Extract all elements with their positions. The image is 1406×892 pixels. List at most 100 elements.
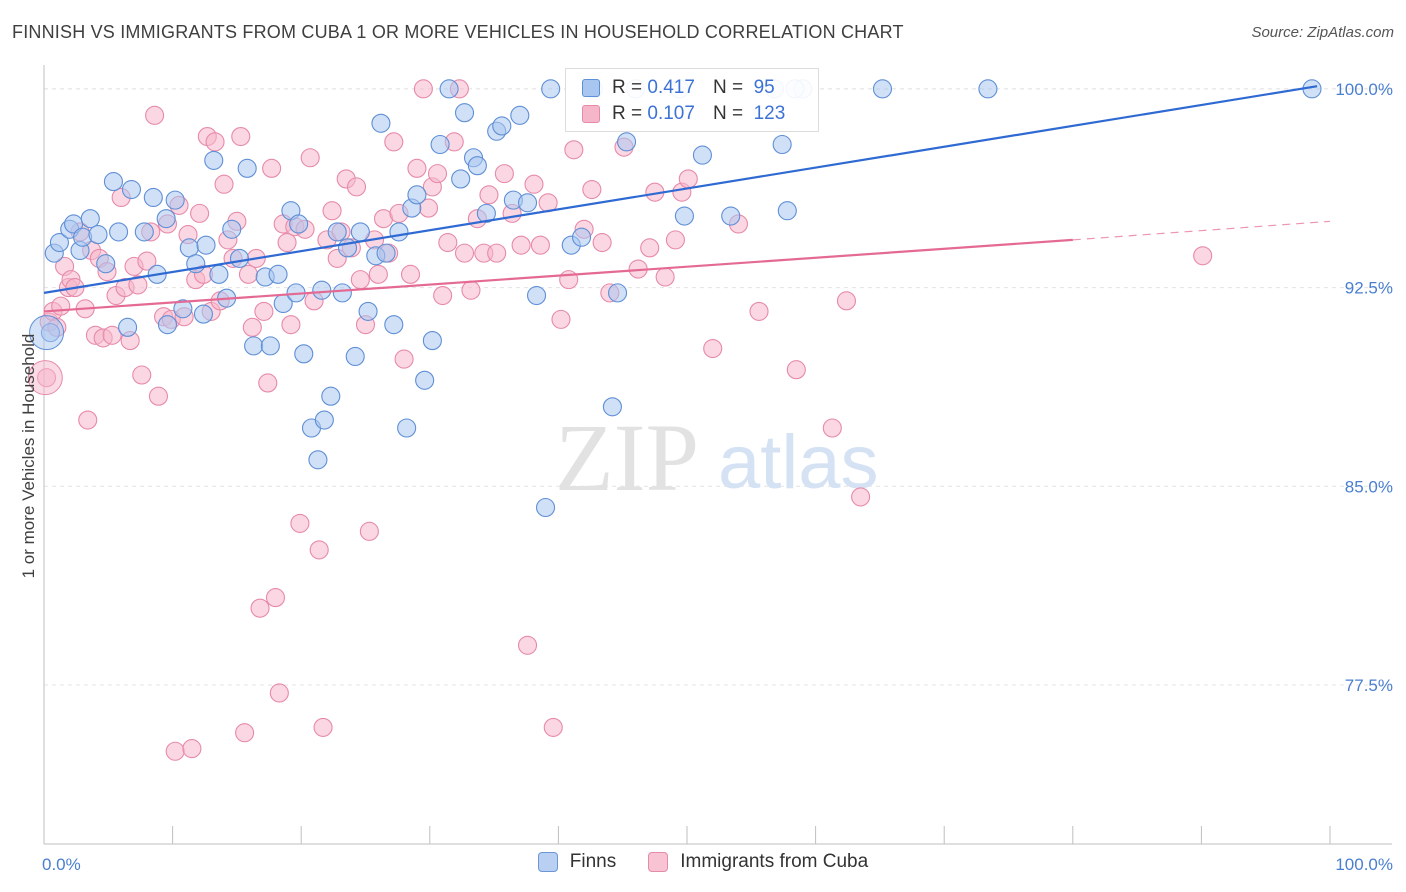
finns-point <box>397 418 417 438</box>
cuba-point <box>309 540 329 560</box>
finns-point <box>371 113 391 133</box>
cuba-point <box>461 280 481 300</box>
cuba-point <box>400 264 421 284</box>
finns-point <box>978 79 998 99</box>
finns-point <box>193 304 214 324</box>
cuba-point <box>582 179 602 200</box>
finns-point <box>526 285 547 306</box>
cuba-point <box>836 291 857 311</box>
cuba-point <box>290 513 310 533</box>
stats-row-cuba: R = 0.107 N = 123 <box>582 102 785 126</box>
finns-point <box>314 410 334 430</box>
n-label: N = <box>712 103 744 124</box>
finns-point <box>384 315 404 335</box>
cuba-point <box>438 232 458 253</box>
finns-point <box>327 222 347 242</box>
finns-point <box>332 283 352 303</box>
cuba-point <box>262 158 282 178</box>
cuba-point <box>132 365 152 385</box>
cuba-point <box>407 158 427 178</box>
finns-point <box>118 317 138 337</box>
finns-point <box>439 79 459 99</box>
cuba-point <box>368 264 388 284</box>
finns-point <box>467 156 487 176</box>
finns-point <box>415 370 435 390</box>
finns-point <box>157 315 178 335</box>
r-value: 0.107 <box>647 103 695 124</box>
finns-point <box>541 79 561 99</box>
finns-point <box>88 225 108 245</box>
legend-label-finns: Finns <box>569 851 617 872</box>
cuba-point <box>384 132 404 152</box>
cuba-point <box>148 386 169 406</box>
finns-point <box>451 169 471 189</box>
cuba-point <box>346 177 367 197</box>
legend-item-finns[interactable]: Finns <box>537 851 617 873</box>
finns-point <box>109 222 129 242</box>
gridlines <box>44 88 1392 686</box>
finns-point <box>244 336 264 356</box>
finns-point <box>260 336 280 356</box>
cuba-point <box>592 232 612 253</box>
cuba-point <box>128 275 148 295</box>
finns-point <box>617 132 637 152</box>
finns-point <box>204 150 224 170</box>
finns-point <box>289 214 309 234</box>
finns-point <box>692 145 712 165</box>
y-tick-label: 77.5% <box>1345 676 1393 695</box>
r-label: R = <box>612 103 643 124</box>
cuba-swatch <box>582 105 600 123</box>
finns-point <box>608 283 628 303</box>
legend-item-cuba[interactable]: Immigrants from Cuba <box>648 851 868 873</box>
chart-title: FINNISH VS IMMIGRANTS FROM CUBA 1 OR MOR… <box>12 22 904 42</box>
trend-lines <box>43 85 1331 313</box>
finns-point <box>294 344 314 364</box>
cuba-point <box>78 410 98 430</box>
cuba-point <box>277 232 297 253</box>
stats-legend: R = 0.417 N = 95 R = 0.107 N = 123 <box>565 68 819 132</box>
finns-point <box>358 301 378 321</box>
cuba-point <box>27 360 63 396</box>
cuba-point <box>258 373 278 393</box>
cuba-trend-extension <box>1072 220 1331 241</box>
finns-point <box>308 450 328 470</box>
finns-point <box>510 105 530 125</box>
n-value: 95 <box>753 77 775 98</box>
cuba-point <box>231 126 251 147</box>
cuba-point <box>487 243 507 263</box>
finns-point <box>535 497 556 518</box>
y-axis-label: 1 or more Vehicles in Household <box>19 334 38 579</box>
finns-point <box>103 172 123 192</box>
finns-point <box>422 331 442 351</box>
finns-point <box>49 232 69 253</box>
cuba-point <box>350 270 370 290</box>
cuba-point <box>786 360 806 380</box>
finns-point <box>134 222 154 242</box>
cuba-point <box>281 315 301 335</box>
cuba-point <box>214 174 234 194</box>
finns-trend-line <box>43 85 1318 294</box>
cuba-point <box>678 169 698 189</box>
n-value: 123 <box>753 103 786 124</box>
finns-point <box>196 235 216 255</box>
cuba-point <box>182 739 202 759</box>
cuba-point <box>427 164 448 184</box>
cuba-point <box>205 132 225 152</box>
watermark: ZIP atlas <box>555 404 879 511</box>
cuba-point <box>322 201 342 221</box>
cuba-point <box>250 598 270 618</box>
cuba-point <box>265 588 286 608</box>
cuba-point <box>359 521 379 541</box>
finns-point <box>777 201 797 221</box>
watermark-zip: ZIP <box>555 404 699 511</box>
series-legend: Finns Immigrants from Cuba <box>0 851 1406 873</box>
cuba-point <box>235 723 255 743</box>
cuba-point <box>559 270 579 290</box>
finns-point <box>143 187 163 208</box>
finns-point <box>454 103 475 123</box>
finns-point <box>96 254 116 274</box>
cuba-point <box>479 185 499 205</box>
cuba-point <box>300 148 320 168</box>
tick-labels: 77.5% 85.0% 92.5% 100.0% 0.0% 100.0% <box>42 80 1393 874</box>
